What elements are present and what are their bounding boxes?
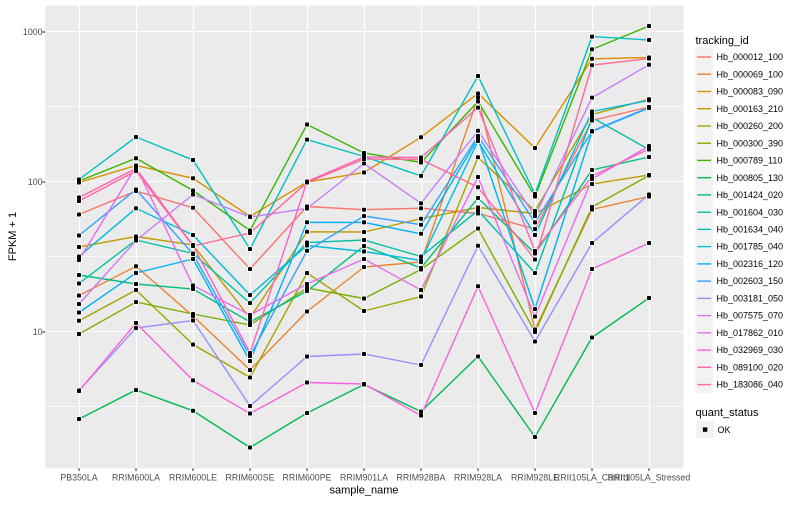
svg-text:sample_name: sample_name xyxy=(329,485,398,497)
svg-text:Hb_002603_150: Hb_002603_150 xyxy=(717,276,784,286)
svg-text:Hb_089100_020: Hb_089100_020 xyxy=(717,362,784,372)
svg-text:OK: OK xyxy=(718,425,731,435)
svg-text:Hb_000069_100: Hb_000069_100 xyxy=(717,69,784,79)
svg-text:Hb_002316_120: Hb_002316_120 xyxy=(717,259,784,269)
svg-text:Hb_000083_090: Hb_000083_090 xyxy=(717,87,784,97)
svg-text:Hb_000789_110: Hb_000789_110 xyxy=(717,156,783,166)
svg-text:Hb_017862_010: Hb_017862_010 xyxy=(717,328,784,338)
svg-text:RRIM901LA: RRIM901LA xyxy=(340,473,388,483)
svg-text:RRII105LA_Stressed: RRII105LA_Stressed xyxy=(608,473,691,483)
svg-text:Hb_007575_070: Hb_007575_070 xyxy=(717,311,784,321)
svg-text:Hb_001634_040: Hb_001634_040 xyxy=(717,225,784,235)
svg-text:100: 100 xyxy=(28,177,43,187)
svg-text:RRIM928LA: RRIM928LA xyxy=(454,473,502,483)
svg-text:Hb_183086_040: Hb_183086_040 xyxy=(717,380,784,390)
svg-text:RRIM600LA: RRIM600LA xyxy=(112,473,160,483)
svg-text:RRIM600PE: RRIM600PE xyxy=(283,473,332,483)
svg-text:Hb_032969_030: Hb_032969_030 xyxy=(717,345,784,355)
svg-text:Hb_000805_130: Hb_000805_130 xyxy=(717,173,784,183)
svg-text:Hb_000163_210: Hb_000163_210 xyxy=(717,104,784,114)
svg-text:10: 10 xyxy=(33,327,43,337)
svg-text:Hb_000260_200: Hb_000260_200 xyxy=(717,121,784,131)
svg-text:RRIM600SE: RRIM600SE xyxy=(226,473,275,483)
svg-text:Hb_000012_100: Hb_000012_100 xyxy=(717,52,784,62)
svg-text:RRIM600LE: RRIM600LE xyxy=(169,473,217,483)
svg-text:FPKM + 1: FPKM + 1 xyxy=(7,212,19,261)
svg-text:RRIM928LE: RRIM928LE xyxy=(511,473,559,483)
svg-text:RRII105LA_Control: RRII105LA_Control xyxy=(554,473,630,483)
svg-text:Hb_000300_390: Hb_000300_390 xyxy=(717,138,784,148)
svg-text:RRIM928BA: RRIM928BA xyxy=(397,473,446,483)
svg-text:1000: 1000 xyxy=(23,27,43,37)
svg-text:PB350LA: PB350LA xyxy=(60,473,97,483)
svg-text:Hb_003181_050: Hb_003181_050 xyxy=(717,294,784,304)
svg-text:Hb_001424_020: Hb_001424_020 xyxy=(717,190,784,200)
svg-text:Hb_001604_030: Hb_001604_030 xyxy=(717,207,784,217)
svg-text:quant_status: quant_status xyxy=(696,407,759,419)
svg-text:tracking_id: tracking_id xyxy=(696,35,749,47)
svg-text:Hb_001785_040: Hb_001785_040 xyxy=(717,242,784,252)
